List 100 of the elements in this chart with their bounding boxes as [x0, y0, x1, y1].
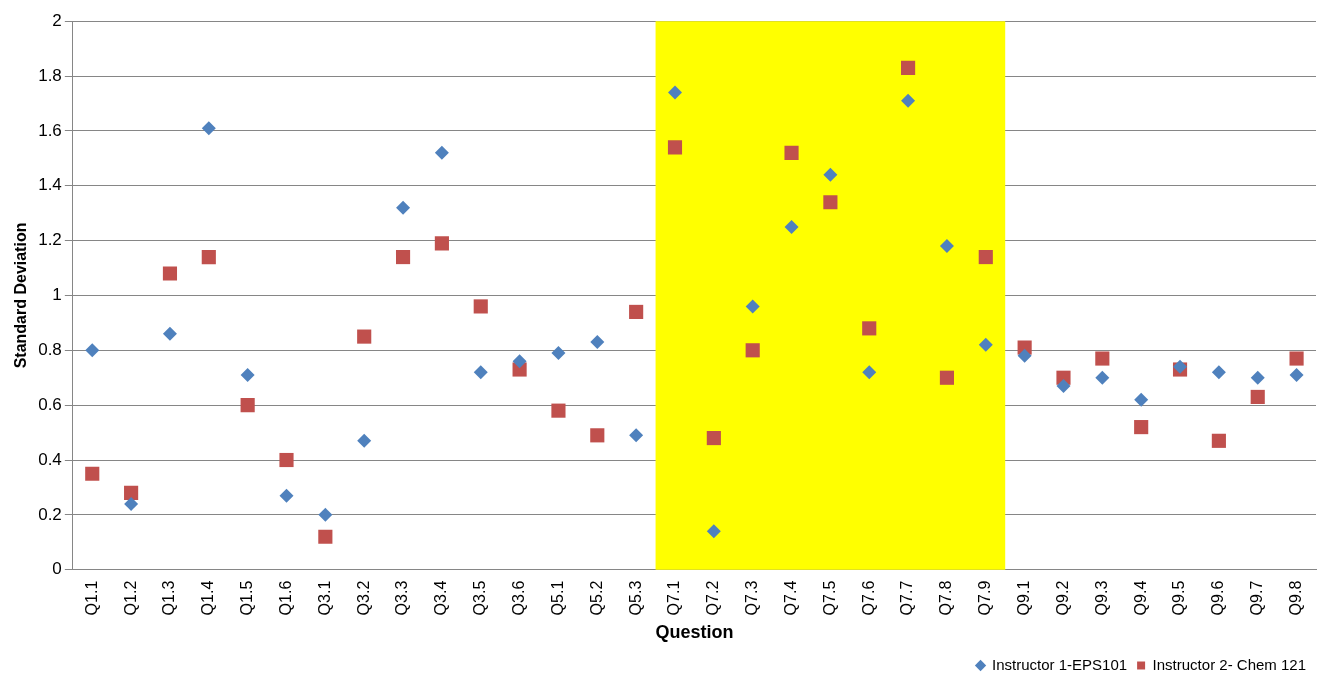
x-tick-label: Q3.6: [510, 580, 527, 616]
point: [85, 343, 100, 358]
x-tick-label: Q3.5: [471, 580, 489, 616]
point: [201, 121, 216, 136]
point: [240, 367, 255, 382]
y-tick-label: 0.8: [38, 339, 62, 359]
point: [318, 507, 333, 522]
x-tick-label: Q7.2: [704, 580, 722, 616]
point: [667, 85, 682, 100]
point: [279, 452, 294, 468]
point: [357, 329, 372, 344]
x-tick-label: Q9.7: [1248, 580, 1266, 616]
x-tick-label: Q9.6: [1209, 580, 1227, 616]
point: [1056, 378, 1071, 393]
point: [901, 93, 916, 108]
point: [745, 299, 760, 314]
point: [1134, 420, 1149, 435]
x-tick-label: Q1.6: [276, 580, 294, 616]
x-tick-label: Q3.4: [432, 580, 450, 616]
point: [240, 398, 255, 413]
legend-label: Instructor 1-EPS101: [992, 655, 1128, 673]
point: [629, 428, 644, 443]
point: [901, 60, 916, 75]
point: [1095, 351, 1110, 366]
point: [434, 236, 449, 251]
y-tick-label: 0: [52, 559, 62, 579]
x-tick-label: Q3.2: [354, 580, 372, 616]
y-tick-label: 2: [52, 10, 62, 30]
point: [357, 433, 372, 448]
point: [85, 466, 100, 481]
point: [1017, 348, 1032, 363]
x-tick-label: Q5.3: [626, 580, 644, 616]
x-tick-label: Q9.3: [1092, 580, 1110, 616]
point: [629, 304, 644, 319]
x-axis-title: Question: [655, 622, 734, 643]
x-tick-label: Q1.3: [160, 580, 178, 616]
x-tick-label: Q5.2: [587, 580, 605, 616]
y-tick-label: 0.6: [38, 394, 62, 414]
point: [745, 343, 760, 358]
x-tick-label: Q7.1: [665, 580, 683, 616]
point: [318, 529, 333, 544]
legend-label: Instructor 2- Chem 121: [1152, 655, 1307, 673]
point: [162, 266, 178, 281]
point: [784, 145, 799, 160]
x-tick-label: Q9.2: [1053, 580, 1071, 616]
point: [706, 524, 721, 539]
point: [939, 239, 954, 254]
x-tick-label: Q3.1: [315, 580, 333, 616]
point: [823, 167, 838, 182]
point: [395, 249, 411, 265]
y-tick-label: 1: [52, 285, 62, 305]
point: [1250, 370, 1265, 385]
y-tick-label: 0.4: [38, 449, 62, 469]
point: [1134, 392, 1149, 407]
x-tick-label: Q1.5: [238, 580, 256, 616]
point: [590, 335, 605, 350]
point: [784, 219, 799, 234]
point: [473, 299, 488, 314]
point: [473, 365, 488, 380]
y-axis-title: Standard Deviation: [12, 222, 30, 369]
point: [706, 431, 721, 446]
x-tick-label: Q1.2: [121, 580, 139, 616]
point: [939, 370, 955, 385]
point: [1289, 351, 1304, 366]
x-tick-label: Q7.8: [937, 580, 955, 616]
point: [162, 326, 177, 341]
point: [201, 249, 216, 265]
x-tick-label: Q7.4: [781, 580, 799, 616]
point: [396, 200, 411, 215]
x-tick-label: Q7.9: [976, 580, 994, 616]
point: [434, 145, 449, 160]
x-tick-label: Q1.1: [82, 580, 100, 616]
y-tick-label: 1.2: [38, 230, 62, 250]
point: [862, 321, 877, 336]
x-tick-label: Q9.1: [1015, 580, 1033, 616]
x-tick-label: Q5.1: [548, 580, 566, 616]
x-tick-label: Q9.4: [1131, 580, 1149, 616]
point: [978, 249, 993, 265]
point: [1211, 365, 1226, 380]
point: [823, 195, 838, 210]
point: [279, 488, 294, 503]
x-tick-label: Q7.3: [743, 580, 761, 616]
y-tick-label: 1.6: [38, 120, 62, 140]
x-tick-label: Q7.5: [820, 580, 838, 616]
x-tick-label: Q7.6: [859, 580, 877, 616]
x-tick-label: Q1.4: [199, 580, 217, 616]
point: [1289, 367, 1304, 382]
point: [667, 140, 683, 155]
y-tick-label: 0.2: [38, 504, 62, 524]
point: [512, 354, 527, 369]
x-tick-label: Q9.8: [1286, 580, 1304, 616]
point: [551, 346, 566, 361]
x-tick-label: Q9.5: [1170, 580, 1188, 616]
point: [124, 485, 139, 500]
y-tick-label: 1.8: [38, 65, 62, 85]
point: [124, 496, 139, 511]
point: [862, 365, 877, 380]
point: [551, 403, 566, 418]
point: [978, 337, 993, 352]
y-tick-label: 1.4: [38, 175, 62, 195]
